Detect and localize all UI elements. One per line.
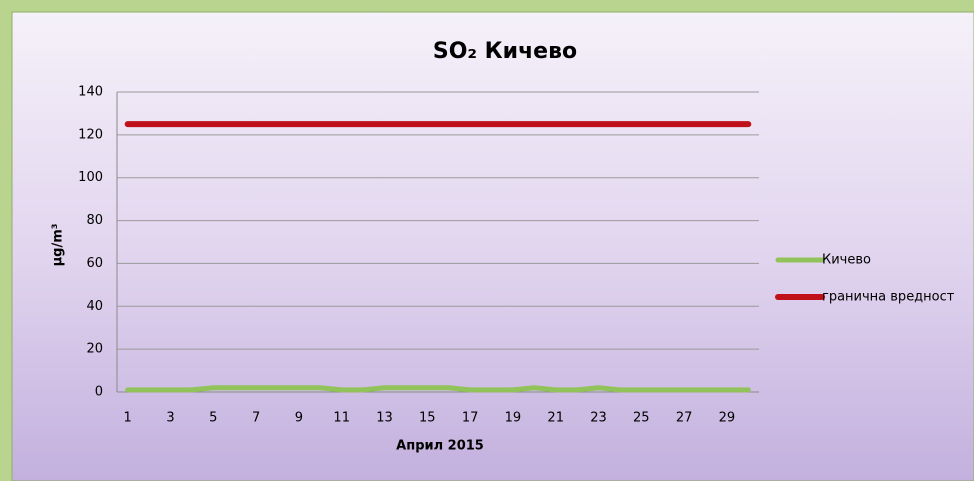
y-tick-label: 80 [86, 213, 103, 228]
x-axis-title: Април 2015 [396, 439, 484, 454]
y-tick-label: 100 [78, 170, 103, 185]
legend-label: Кичево [822, 253, 871, 268]
y-tick-label: 20 [86, 342, 103, 357]
x-tick-label: 27 [676, 411, 693, 426]
x-tick-label: 29 [719, 411, 736, 426]
x-tick-label: 19 [505, 411, 522, 426]
x-tick-label: 3 [166, 411, 174, 426]
x-tick-label: 23 [590, 411, 607, 426]
y-tick-label: 60 [86, 256, 103, 271]
x-tick-label: 9 [295, 411, 303, 426]
x-tick-label: 1 [124, 411, 132, 426]
x-tick-label: 21 [547, 411, 564, 426]
legend-label: гранична вредност [822, 290, 955, 305]
y-tick-label: 120 [78, 127, 103, 142]
x-tick-label: 17 [462, 411, 479, 426]
x-tick-label: 15 [419, 411, 436, 426]
y-axis-title: µg/m³ [51, 224, 66, 267]
y-tick-label: 140 [78, 85, 103, 100]
background [11, 11, 974, 481]
x-tick-label: 11 [333, 411, 350, 426]
chart-title: SO₂ Кичево [433, 39, 577, 64]
series-line [125, 385, 751, 393]
x-tick-label: 7 [252, 411, 260, 426]
x-tick-label: 5 [209, 411, 217, 426]
y-tick-label: 40 [86, 299, 103, 314]
x-tick-label: 25 [633, 411, 650, 426]
y-tick-label: 0 [95, 385, 103, 400]
x-tick-label: 13 [376, 411, 393, 426]
